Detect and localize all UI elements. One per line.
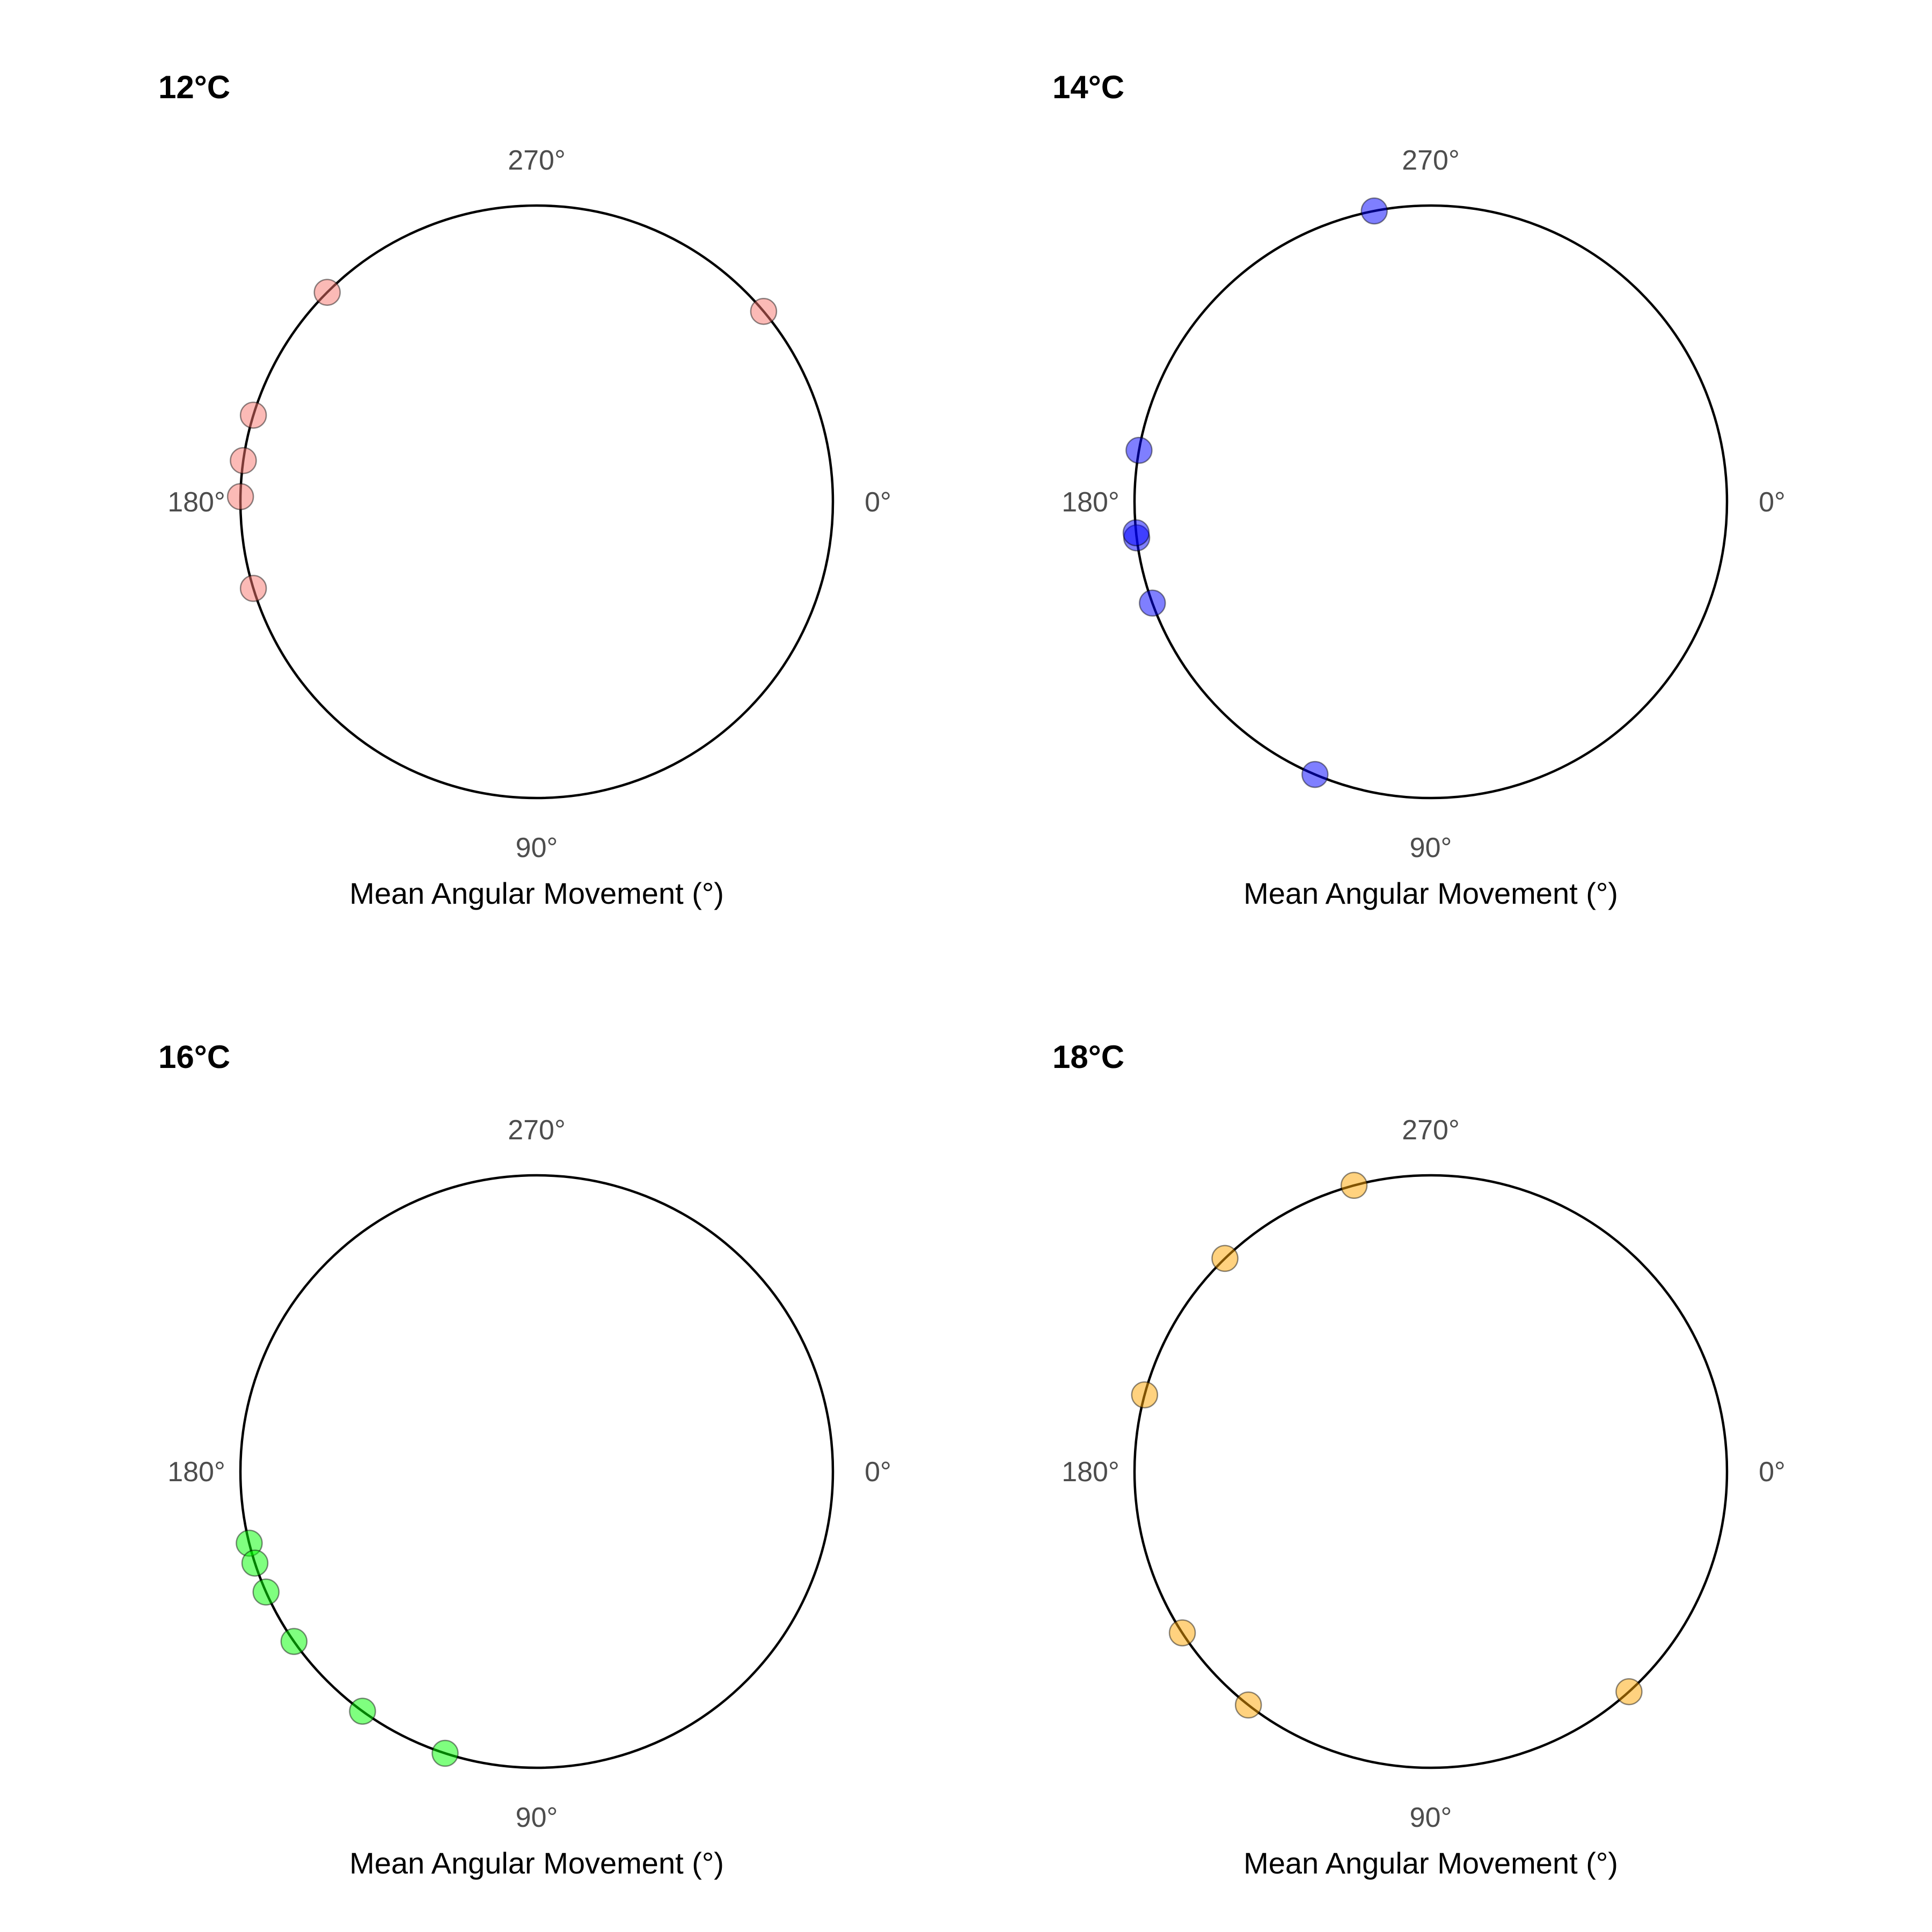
angle-tick-label: 90° [1410, 832, 1452, 863]
angle-tick-label: 90° [516, 1802, 558, 1833]
angle-tick-label: 0° [865, 487, 891, 518]
data-point [431, 1739, 459, 1767]
data-point [750, 297, 778, 325]
angle-tick-label: 270° [1402, 145, 1460, 176]
data-point [1168, 1619, 1196, 1646]
angle-tick-label: 0° [865, 1457, 891, 1488]
data-point [252, 1578, 280, 1606]
angle-tick-label: 270° [508, 145, 566, 176]
data-point [239, 401, 267, 429]
panel-4: 18°C 0° 90° 180° 270° Mean Angular Movement (… [1052, 1039, 1785, 1880]
panel-1: 12°C 0° 90° 180° 270° Mean Angular Movement (… [158, 69, 891, 910]
panel-title: 18°C [1052, 1039, 1124, 1075]
polar-axis-ring [1133, 204, 1729, 800]
panel-3: 16°C 0° 90° 180° 270° Mean Angular Movement (… [158, 1039, 891, 1880]
angle-tick-label: 0° [1759, 487, 1785, 518]
panel-title: 14°C [1052, 69, 1124, 105]
data-point [1340, 1172, 1368, 1199]
polar-axis-ring [1133, 1174, 1729, 1769]
x-axis-label: Mean Angular Movement (°) [1243, 1846, 1618, 1880]
data-point [230, 447, 257, 474]
x-axis-label: Mean Angular Movement (°) [1243, 876, 1618, 910]
data-point [1301, 760, 1329, 788]
angle-tick-label: 0° [1759, 1457, 1785, 1488]
data-point [241, 1549, 269, 1577]
data-point [1122, 519, 1150, 546]
panel-title: 12°C [158, 69, 230, 105]
data-point [1131, 1381, 1159, 1409]
data-point [280, 1628, 308, 1655]
angle-tick-label: 90° [1410, 1802, 1452, 1833]
angle-tick-label: 90° [516, 832, 558, 863]
angle-tick-label: 270° [1402, 1115, 1460, 1146]
data-point [349, 1697, 376, 1725]
angle-tick-label: 180° [1062, 1457, 1119, 1488]
panel-title: 16°C [158, 1039, 230, 1075]
data-point [1211, 1245, 1239, 1272]
polar-axis-ring [239, 1174, 835, 1769]
angle-tick-label: 270° [508, 1115, 566, 1146]
x-axis-label: Mean Angular Movement (°) [349, 1846, 724, 1880]
angle-tick-label: 180° [167, 1457, 225, 1488]
panel-2: 14°C 0° 90° 180° 270° Mean Angular Movement (… [1052, 69, 1785, 910]
data-point [1139, 589, 1166, 617]
data-point [1615, 1678, 1643, 1706]
data-point [1360, 197, 1388, 225]
data-point [226, 483, 254, 510]
data-point [1125, 436, 1153, 464]
data-point [313, 279, 341, 306]
angle-tick-label: 180° [1062, 487, 1119, 518]
angle-tick-label: 180° [167, 487, 225, 518]
x-axis-label: Mean Angular Movement (°) [349, 876, 724, 910]
data-point [239, 575, 267, 602]
data-point [1234, 1691, 1262, 1719]
